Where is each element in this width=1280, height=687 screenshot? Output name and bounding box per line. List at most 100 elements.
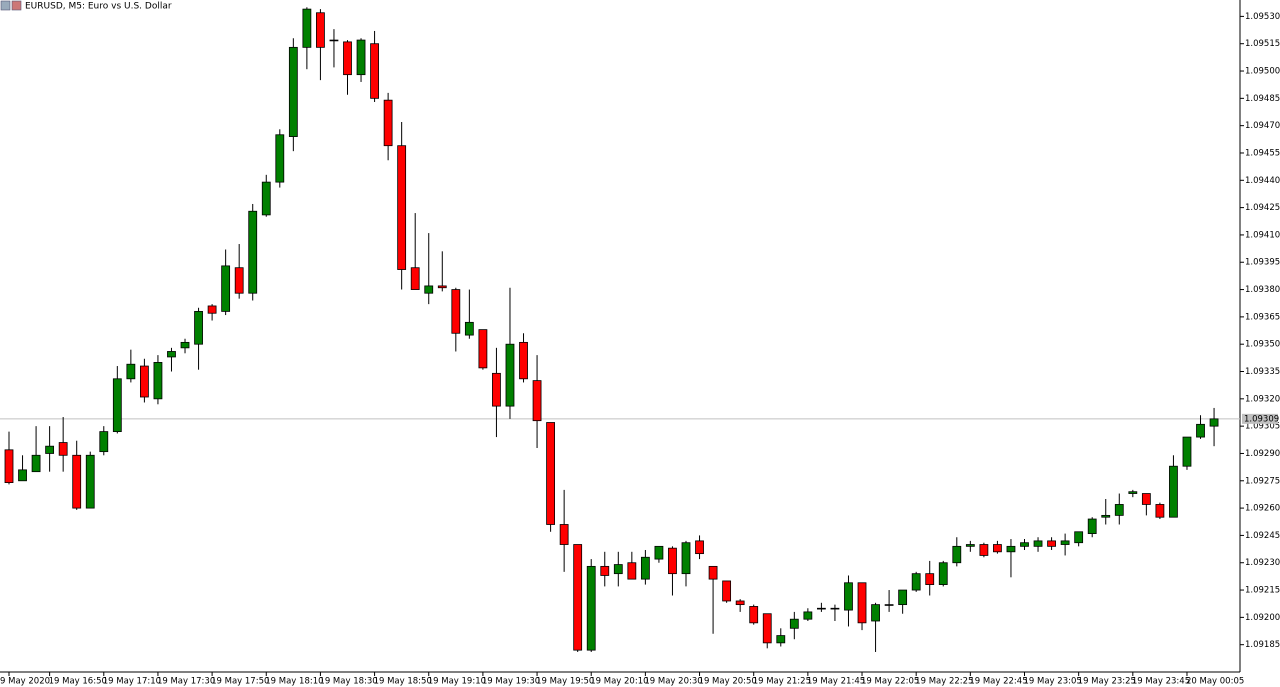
- candle-body: [234, 267, 244, 294]
- x-tick-label: 19 May 21:45: [807, 677, 865, 687]
- candle-body: [45, 445, 55, 454]
- candle-body: [1128, 491, 1138, 494]
- y-tick-label: 1.09215: [1245, 586, 1280, 596]
- x-tick-label: 19 May 23:05: [1024, 677, 1082, 687]
- y-tick-label: 1.09290: [1245, 449, 1280, 459]
- candle-body: [31, 454, 41, 473]
- candle-body: [221, 265, 231, 312]
- y-tick-label: 1.09455: [1245, 148, 1280, 158]
- candle-body: [844, 582, 853, 611]
- candle-body: [167, 351, 176, 358]
- candle-body: [424, 285, 434, 294]
- x-tick-label: 19 May 22:25: [915, 677, 973, 687]
- icon: [0, 0, 11, 11]
- candle-body: [668, 547, 677, 575]
- candle-body: [735, 600, 745, 606]
- last-price-label: 1.09309: [1244, 414, 1279, 424]
- candle-body: [749, 606, 759, 624]
- y-tick-label: 1.09185: [1245, 640, 1280, 650]
- y-tick-label: 1.09260: [1245, 504, 1280, 514]
- x-tick-label: 19 May 16:50: [49, 677, 107, 687]
- candle-body: [383, 99, 393, 147]
- candle-body: [1182, 436, 1192, 467]
- candle-body: [789, 618, 799, 629]
- candle-body: [275, 134, 285, 183]
- candle-body: [451, 289, 461, 334]
- candle-body: [776, 635, 786, 644]
- candle-body: [261, 181, 271, 216]
- candle-body: [4, 449, 14, 484]
- candle-body: [884, 604, 894, 606]
- x-tick-label: 19 May 22:45: [969, 677, 1027, 687]
- x-tick-label: 19 May 20:50: [699, 677, 757, 687]
- candle-body: [58, 442, 68, 456]
- x-tick-label: 19 May 20:10: [590, 677, 648, 687]
- y-tick-label: 1.09350: [1245, 340, 1280, 350]
- candle-body: [654, 545, 664, 560]
- candle-body: [911, 573, 921, 591]
- candle-body: [18, 469, 27, 482]
- y-tick-label: 1.09530: [1245, 12, 1280, 22]
- candle-body: [546, 422, 555, 525]
- candle-body: [1141, 493, 1151, 505]
- y-tick-label: 1.09500: [1245, 67, 1280, 77]
- candle-body: [993, 544, 1002, 553]
- candle-body: [437, 285, 447, 289]
- candle-body: [1047, 540, 1056, 547]
- candle-body: [532, 380, 542, 422]
- candle-body: [640, 556, 650, 580]
- candle-body: [153, 362, 163, 400]
- x-tick-label: 20 May 00:05: [1186, 677, 1244, 687]
- candle-body: [85, 454, 95, 509]
- candle-body: [1209, 418, 1219, 427]
- candle-body: [898, 589, 908, 606]
- chart-title: EURUSD, M5: Euro vs U.S. Dollar: [25, 2, 172, 12]
- candle-body: [1101, 514, 1111, 518]
- candle-body: [573, 544, 583, 651]
- candle-body: [871, 604, 880, 622]
- candle-body: [925, 573, 935, 585]
- candle-body: [1196, 423, 1205, 438]
- candle-body: [695, 540, 704, 555]
- candle-body: [72, 454, 82, 509]
- candle-body: [681, 542, 691, 575]
- candle-body: [1169, 465, 1178, 518]
- y-tick-label: 1.09365: [1245, 312, 1280, 322]
- candle-body: [559, 524, 569, 545]
- candle-body: [857, 582, 867, 624]
- candle-body: [979, 544, 989, 556]
- candle-body: [464, 321, 474, 336]
- candle-body: [478, 329, 488, 369]
- candle-body: [1155, 504, 1165, 518]
- candle-body: [708, 565, 718, 580]
- y-tick-label: 1.09275: [1245, 476, 1280, 486]
- candle-body: [965, 544, 975, 547]
- candle-body: [370, 43, 379, 99]
- candle-body: [397, 145, 407, 270]
- candle-body: [126, 363, 136, 380]
- x-tick-label: 19 May 22:05: [861, 677, 919, 687]
- y-tick-label: 1.09305: [1245, 422, 1280, 432]
- candle-body: [762, 613, 772, 644]
- y-tick-label: 1.09515: [1245, 39, 1280, 49]
- candle-body: [356, 39, 366, 76]
- candle-body: [410, 267, 420, 290]
- candle-body: [1087, 518, 1097, 534]
- candle-body: [248, 210, 258, 294]
- y-tick-label: 1.09440: [1245, 176, 1280, 186]
- y-tick-label: 1.09230: [1245, 558, 1280, 568]
- toolbar-icons: [0, 0, 22, 11]
- candle-body: [1006, 545, 1016, 553]
- y-tick-label: 1.09395: [1245, 258, 1280, 268]
- x-tick-label: 19 May 23:45: [1132, 677, 1190, 687]
- y-tick-label: 1.09410: [1245, 230, 1280, 240]
- candle-body: [952, 545, 962, 564]
- x-tick-label: 19 May 19:30: [482, 677, 540, 687]
- candle-body: [194, 311, 203, 345]
- candle-body: [505, 343, 515, 407]
- candle-body: [830, 607, 840, 610]
- y-tick-label: 1.09425: [1245, 203, 1280, 213]
- x-tick-label: 19 May 17:10: [103, 677, 161, 687]
- candle-body: [139, 365, 149, 398]
